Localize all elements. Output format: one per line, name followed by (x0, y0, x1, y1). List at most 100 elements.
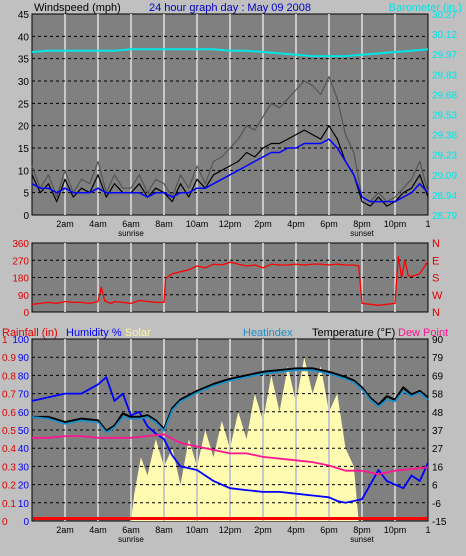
temperature-x-tick: 2pm (254, 525, 272, 535)
humidity-y-tick: 50 (18, 426, 30, 437)
humidity-y-tick: 90 (18, 353, 30, 364)
wind-direction-series (31, 255, 429, 306)
humidity-y-tick: 70 (18, 390, 30, 401)
direction-y-tick: 180 (12, 274, 29, 285)
wind-y-tick: 15 (18, 144, 30, 155)
wind-y-tick: 25 (18, 99, 30, 110)
wind-x-tick: 8am (155, 219, 173, 229)
temperature-y-tick: 48 (432, 408, 444, 419)
barometer-y-tick: 29.68 (432, 90, 457, 101)
temperature-y-tick: 37 (432, 426, 444, 437)
temperature-x-tick: 2am (56, 525, 74, 535)
barometer-y-tick: 29.23 (432, 151, 457, 162)
rainfall-y-tick: 0.3 (2, 462, 16, 473)
temperature-y-tick: 90 (432, 335, 444, 346)
rainfall-y-tick: 0.1 (2, 499, 16, 510)
rainfall-axis-title: Rainfall (in) (2, 327, 58, 339)
direction-y-tick: 90 (18, 291, 30, 302)
barometer-y-tick: 30.27 (432, 10, 457, 21)
wind-y-tick: 40 (18, 32, 30, 43)
temperature-x-tick: 10am (186, 525, 209, 535)
wind-y-tick: 5 (23, 189, 29, 200)
temperature-x-tick: 4pm (287, 525, 305, 535)
temperature-x-tick: 6pm (320, 525, 338, 535)
rainfall-y-tick: 1 (2, 335, 8, 346)
barometer-y-tick: 28.79 (432, 211, 457, 222)
sunrise-label: sunrise (118, 535, 144, 544)
temperature-y-tick: 79 (432, 353, 444, 364)
wind-y-tick: 20 (18, 122, 30, 133)
wind-x-tick: 12pm (219, 219, 242, 229)
dewpoint-axis-title: Dew Point (398, 327, 448, 339)
wind-y-tick: 10 (18, 166, 30, 177)
humidity-series (31, 376, 429, 504)
wind-x-tick: 6pm (320, 219, 338, 229)
compass-tick: W (432, 290, 443, 302)
barometer-y-tick: 30.12 (432, 30, 457, 41)
wind-axis-title: Windspeed (mph) (34, 2, 121, 14)
wind-speed-series (31, 125, 429, 207)
sunset-label: sunset (350, 229, 374, 238)
barometer-y-tick: 29.53 (432, 111, 457, 122)
wind-y-tick: 30 (18, 77, 30, 88)
compass-tick: E (432, 255, 439, 267)
humidity-y-tick: 20 (18, 481, 30, 492)
compass-tick: N (432, 238, 440, 250)
wind-x-tick: 6am (122, 219, 140, 229)
barometer-axis-title: Barometer (in.) (389, 2, 462, 14)
wind-x-tick: 10pm (384, 219, 407, 229)
heatindex-axis-title: Heatindex (243, 327, 293, 339)
rainfall-y-tick: 0.8 (2, 371, 16, 382)
rainfall-y-tick: 0.9 (2, 353, 16, 364)
rainfall-y-tick: 0 (2, 517, 8, 528)
compass-tick: N (432, 307, 440, 319)
graph-title: 24 hour graph day : May 09 2008 (149, 2, 311, 14)
humidity-axis-title: Humidity % (66, 327, 122, 339)
humidity-y-tick: 0 (23, 517, 29, 528)
wind-y-tick: 35 (18, 55, 30, 66)
wind-avg-series (31, 138, 429, 203)
wind-y-tick: 45 (18, 10, 30, 21)
direction-y-tick: 270 (12, 256, 29, 267)
temperature-y-tick: 16 (432, 462, 444, 473)
wind-x-tick: 2pm (254, 219, 272, 229)
barometer-y-tick: 28.94 (432, 191, 457, 202)
temperature-x-tick-end: 1 (425, 525, 430, 535)
temperature-y-tick: 58 (432, 390, 444, 401)
direction-y-tick: 0 (23, 308, 29, 319)
rainfall-bar (33, 517, 427, 520)
dewpoint-series (32, 433, 429, 476)
humidity-y-tick: 40 (18, 444, 30, 455)
barometer-y-tick: 29.97 (432, 50, 457, 61)
temperature-y-tick: 69 (432, 371, 444, 382)
temperature-y-tick: -6 (432, 499, 441, 510)
temperature-axis-title: Temperature (°F) (312, 327, 395, 339)
wind-x-tick: 10am (186, 219, 209, 229)
rainfall-y-tick: 0.5 (2, 426, 16, 437)
humidity-y-tick: 30 (18, 462, 30, 473)
temperature-x-tick: 4am (89, 525, 107, 535)
wind-x-tick: 4am (89, 219, 107, 229)
barometer-y-tick: 29.83 (432, 70, 457, 81)
wind-x-tick-end: 1 (425, 219, 430, 229)
compass-tick: S (432, 273, 439, 285)
temperature-y-tick: -15 (432, 517, 447, 528)
barometer-y-tick: 29.38 (432, 131, 457, 142)
barometer-y-tick: 29.09 (432, 171, 457, 182)
direction-y-tick: 360 (12, 239, 29, 250)
temperature-x-tick: 6am (122, 525, 140, 535)
heatindex-series (31, 369, 429, 434)
sunrise-label: sunrise (118, 229, 144, 238)
temperature-series (32, 367, 429, 432)
wind-x-tick: 8pm (353, 219, 371, 229)
temperature-y-tick: 6 (432, 481, 438, 492)
rainfall-y-tick: 0.6 (2, 408, 16, 419)
sunset-label: sunset (350, 535, 374, 544)
barometer-series (31, 48, 429, 58)
rainfall-y-tick: 0.7 (2, 390, 16, 401)
temperature-x-tick: 8am (155, 525, 173, 535)
rainfall-y-tick: 0.4 (2, 444, 16, 455)
humidity-y-tick: 80 (18, 371, 30, 382)
